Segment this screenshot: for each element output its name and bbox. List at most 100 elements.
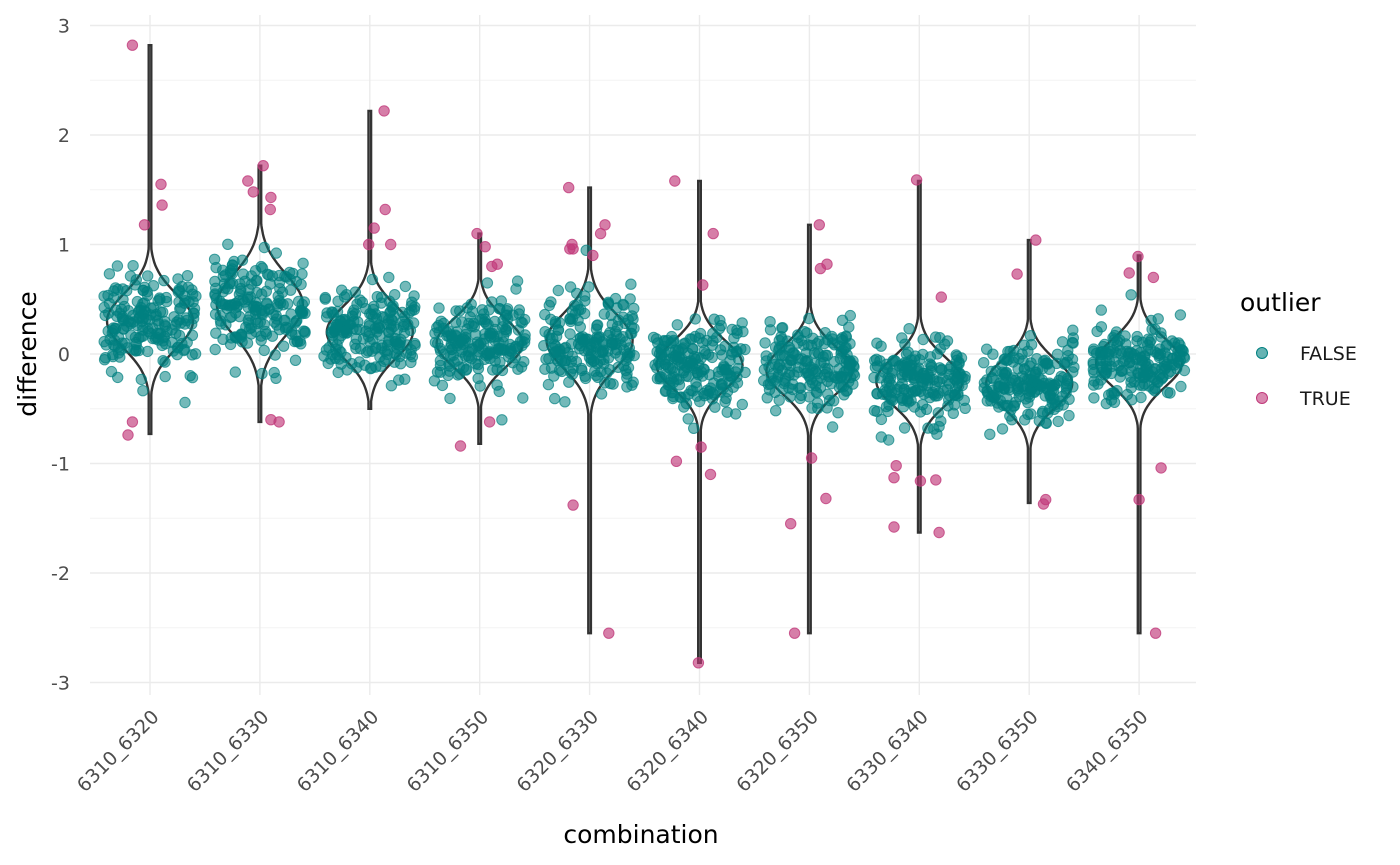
point-false xyxy=(1097,340,1109,353)
point-false xyxy=(497,314,509,327)
point-true xyxy=(454,440,467,452)
point-false xyxy=(1009,396,1021,408)
point-false xyxy=(567,362,579,374)
point-false xyxy=(822,388,834,400)
point-false xyxy=(251,286,263,299)
point-false xyxy=(550,346,562,358)
point-false xyxy=(844,309,856,322)
point-false xyxy=(296,268,308,280)
x-tick-label: 6310_6320 xyxy=(73,706,164,797)
point-false xyxy=(1024,330,1037,342)
point-false xyxy=(894,381,906,393)
point-false xyxy=(776,322,788,334)
point-true xyxy=(933,526,945,539)
point-false xyxy=(1049,398,1062,411)
point-false xyxy=(1095,304,1108,316)
point-false xyxy=(450,305,462,317)
point-true xyxy=(138,219,151,231)
point-false xyxy=(375,297,387,309)
point-false xyxy=(907,386,919,398)
point-true xyxy=(483,416,496,428)
point-false xyxy=(835,333,847,345)
point-false xyxy=(1099,369,1111,381)
point-false xyxy=(135,330,147,343)
point-false xyxy=(172,286,185,298)
point-false xyxy=(810,379,822,392)
point-false xyxy=(822,334,834,346)
point-false xyxy=(297,257,309,269)
point-false xyxy=(493,342,505,355)
point-false xyxy=(476,343,488,355)
point-false xyxy=(798,339,810,351)
point-false xyxy=(1131,330,1143,343)
point-true xyxy=(890,460,902,472)
point-false xyxy=(282,298,294,310)
point-false xyxy=(1013,386,1025,398)
point-false xyxy=(273,323,286,336)
point-false xyxy=(812,402,824,415)
point-false xyxy=(621,372,633,384)
point-false xyxy=(1147,383,1159,395)
point-false xyxy=(367,303,379,316)
point-false xyxy=(649,359,661,371)
point-false xyxy=(255,260,267,273)
point-false xyxy=(125,317,137,330)
point-false xyxy=(373,321,386,334)
x-axis-title: combination xyxy=(563,820,718,849)
point-false xyxy=(886,394,899,406)
legend: outlier FALSE TRUE xyxy=(1240,288,1357,410)
point-false xyxy=(1175,380,1187,393)
point-false xyxy=(229,366,242,378)
point-false xyxy=(658,340,670,353)
point-false xyxy=(984,428,996,440)
point-true xyxy=(1132,250,1144,263)
point-false xyxy=(922,422,934,434)
violin-6310_6320 xyxy=(105,44,195,436)
point-true xyxy=(888,521,900,533)
point-false xyxy=(493,385,505,398)
point-true xyxy=(155,178,167,191)
point-false xyxy=(283,266,296,279)
point-false xyxy=(1174,309,1187,321)
point-false xyxy=(319,293,331,305)
point-true xyxy=(491,258,503,270)
point-false xyxy=(579,295,591,307)
point-false xyxy=(512,324,525,336)
point-true xyxy=(247,186,260,198)
point-false xyxy=(474,380,486,392)
point-false xyxy=(166,324,178,336)
point-false xyxy=(387,303,399,316)
point-false xyxy=(903,323,915,335)
point-false xyxy=(160,291,173,304)
point-false xyxy=(255,334,267,346)
point-true xyxy=(156,199,168,211)
point-false xyxy=(107,322,120,334)
point-true xyxy=(695,441,707,453)
point-false xyxy=(874,372,887,384)
point-false xyxy=(626,327,638,340)
point-false xyxy=(186,329,199,341)
point-false xyxy=(220,319,232,331)
point-false xyxy=(1057,371,1069,384)
point-false xyxy=(501,303,514,315)
point-false xyxy=(112,283,124,296)
point-false xyxy=(127,260,139,272)
point-false xyxy=(277,340,290,352)
point-true xyxy=(126,416,139,428)
point-false xyxy=(179,396,191,409)
point-false xyxy=(103,268,116,280)
point-false xyxy=(804,361,817,373)
point-false xyxy=(399,311,411,323)
point-true xyxy=(479,241,491,253)
point-false xyxy=(941,374,953,387)
legend-key-true xyxy=(1256,392,1268,404)
y-tick-label: -3 xyxy=(51,673,70,695)
point-false xyxy=(598,358,610,370)
y-tick-label: 0 xyxy=(58,344,70,366)
point-false xyxy=(767,375,780,387)
y-axis-ticks: 3 2 1 0 -1 -2 -3 xyxy=(51,16,70,695)
point-false xyxy=(292,295,305,308)
point-true xyxy=(788,627,801,639)
point-true xyxy=(567,499,579,511)
point-false xyxy=(951,376,964,389)
